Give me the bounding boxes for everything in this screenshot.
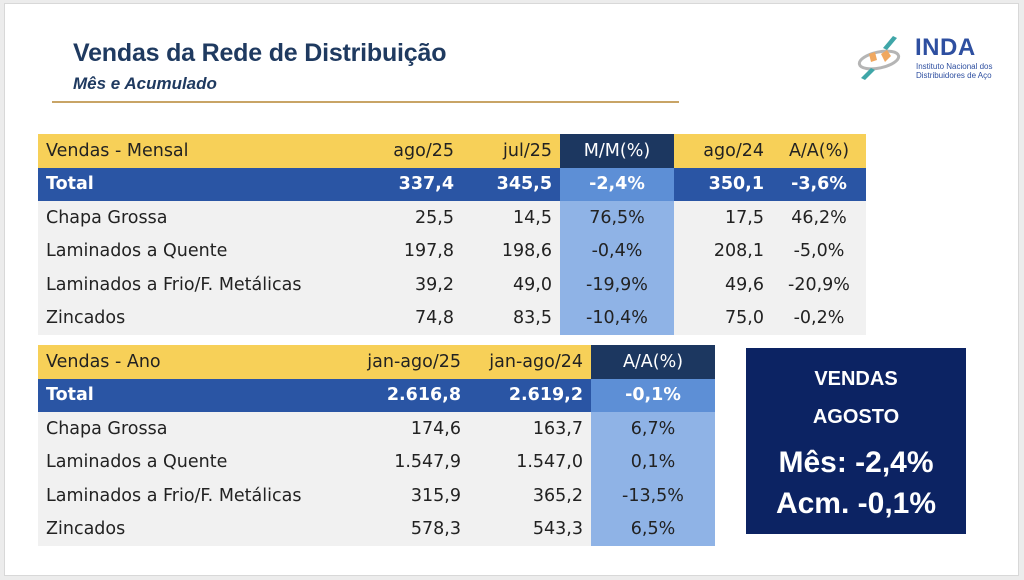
table-header-row: Vendas - Ano jan-ago/25 jan-ago/24 A/A(%… bbox=[38, 345, 715, 379]
table-row: Laminados a Quente 197,8 198,6 -0,4% 208… bbox=[38, 234, 866, 268]
cell: 46,2% bbox=[772, 201, 866, 235]
total-row: Total 337,4 345,5 -2,4% 350,1 -3,6% bbox=[38, 167, 866, 201]
summary-month: AGOSTO bbox=[812, 406, 900, 428]
table-row: Zincados 578,3 543,3 6,5% bbox=[38, 512, 715, 546]
summary-monthly-change: Mês: -2,4% bbox=[778, 446, 934, 479]
cell: 39,2 bbox=[364, 268, 462, 302]
column-header: Vendas - Ano bbox=[38, 345, 351, 379]
cell: -19,9% bbox=[560, 268, 674, 302]
cell: 1.547,0 bbox=[469, 445, 591, 479]
cell: 49,6 bbox=[674, 268, 772, 302]
column-header: A/A(%) bbox=[591, 345, 715, 379]
inda-logo: INDA Instituto Nacional dos Distribuidor… bbox=[855, 34, 1005, 84]
cell: 6,5% bbox=[591, 512, 715, 546]
table-header-row: Vendas - Mensal ago/25 jul/25 M/M(%) ago… bbox=[38, 134, 866, 168]
row-label: Laminados a Frio/F. Metálicas bbox=[38, 268, 364, 302]
page-subtitle: Mês e Acumulado bbox=[73, 74, 217, 93]
cell: 0,1% bbox=[591, 445, 715, 479]
column-header: jan-ago/25 bbox=[351, 345, 469, 379]
cell: 345,5 bbox=[462, 167, 560, 201]
cell: 49,0 bbox=[462, 268, 560, 302]
row-label: Laminados a Quente bbox=[38, 234, 364, 268]
cell: -5,0% bbox=[772, 234, 866, 268]
cell: 315,9 bbox=[351, 479, 469, 513]
cell: 25,5 bbox=[364, 201, 462, 235]
annual-sales-table: Vendas - Ano jan-ago/25 jan-ago/24 A/A(%… bbox=[38, 345, 715, 546]
cell: 365,2 bbox=[469, 479, 591, 513]
row-label: Laminados a Frio/F. Metálicas bbox=[38, 479, 351, 513]
logo-subtitle: Instituto Nacional dos Distribuidores de… bbox=[916, 62, 993, 80]
table-row: Laminados a Frio/F. Metálicas 39,2 49,0 … bbox=[38, 268, 866, 302]
row-label: Chapa Grossa bbox=[38, 412, 351, 446]
cell: 197,8 bbox=[364, 234, 462, 268]
cell: 17,5 bbox=[674, 201, 772, 235]
column-header: A/A(%) bbox=[772, 134, 866, 168]
column-header: jul/25 bbox=[462, 134, 560, 168]
monthly-sales-table: Vendas - Mensal ago/25 jul/25 M/M(%) ago… bbox=[38, 134, 866, 335]
column-header: jan-ago/24 bbox=[469, 345, 591, 379]
cell: 6,7% bbox=[591, 412, 715, 446]
cell: 2.616,8 bbox=[351, 378, 469, 412]
row-label: Total bbox=[38, 167, 364, 201]
cell: -0,2% bbox=[772, 301, 866, 335]
cell: 14,5 bbox=[462, 201, 560, 235]
cell: 75,0 bbox=[674, 301, 772, 335]
row-label: Chapa Grossa bbox=[38, 201, 364, 235]
cell: 208,1 bbox=[674, 234, 772, 268]
summary-box: VENDAS AGOSTO Mês: -2,4% Acm. -0,1% bbox=[746, 348, 966, 534]
logo-name: INDA bbox=[915, 34, 976, 61]
cell: 578,3 bbox=[351, 512, 469, 546]
cell: -10,4% bbox=[560, 301, 674, 335]
table-row: Chapa Grossa 25,5 14,5 76,5% 17,5 46,2% bbox=[38, 201, 866, 235]
row-label: Total bbox=[38, 378, 351, 412]
cell: 2.619,2 bbox=[469, 378, 591, 412]
row-label: Zincados bbox=[38, 301, 364, 335]
row-label: Laminados a Quente bbox=[38, 445, 351, 479]
cell: -20,9% bbox=[772, 268, 866, 302]
title-divider bbox=[52, 101, 679, 103]
column-header: Vendas - Mensal bbox=[38, 134, 364, 168]
row-label: Zincados bbox=[38, 512, 351, 546]
column-header: M/M(%) bbox=[560, 134, 674, 168]
cell: 337,4 bbox=[364, 167, 462, 201]
total-row: Total 2.616,8 2.619,2 -0,1% bbox=[38, 378, 715, 412]
cell: -0,4% bbox=[560, 234, 674, 268]
cell: -0,1% bbox=[591, 378, 715, 412]
cell: -3,6% bbox=[772, 167, 866, 201]
cell: -13,5% bbox=[591, 479, 715, 513]
table-row: Laminados a Quente 1.547,9 1.547,0 0,1% bbox=[38, 445, 715, 479]
summary-accumulated-change: Acm. -0,1% bbox=[775, 487, 937, 520]
table-row: Zincados 74,8 83,5 -10,4% 75,0 -0,2% bbox=[38, 301, 866, 335]
inda-logo-icon bbox=[857, 36, 901, 80]
cell: 1.547,9 bbox=[351, 445, 469, 479]
column-header: ago/24 bbox=[674, 134, 772, 168]
table-row: Laminados a Frio/F. Metálicas 315,9 365,… bbox=[38, 479, 715, 513]
cell: 76,5% bbox=[560, 201, 674, 235]
column-header: ago/25 bbox=[364, 134, 462, 168]
cell: 163,7 bbox=[469, 412, 591, 446]
cell: -2,4% bbox=[560, 167, 674, 201]
table-row: Chapa Grossa 174,6 163,7 6,7% bbox=[38, 412, 715, 446]
summary-title: VENDAS bbox=[814, 368, 898, 390]
cell: 198,6 bbox=[462, 234, 560, 268]
cell: 74,8 bbox=[364, 301, 462, 335]
cell: 174,6 bbox=[351, 412, 469, 446]
cell: 543,3 bbox=[469, 512, 591, 546]
cell: 83,5 bbox=[462, 301, 560, 335]
page-title: Vendas da Rede de Distribuição bbox=[73, 39, 447, 67]
cell: 350,1 bbox=[674, 167, 772, 201]
